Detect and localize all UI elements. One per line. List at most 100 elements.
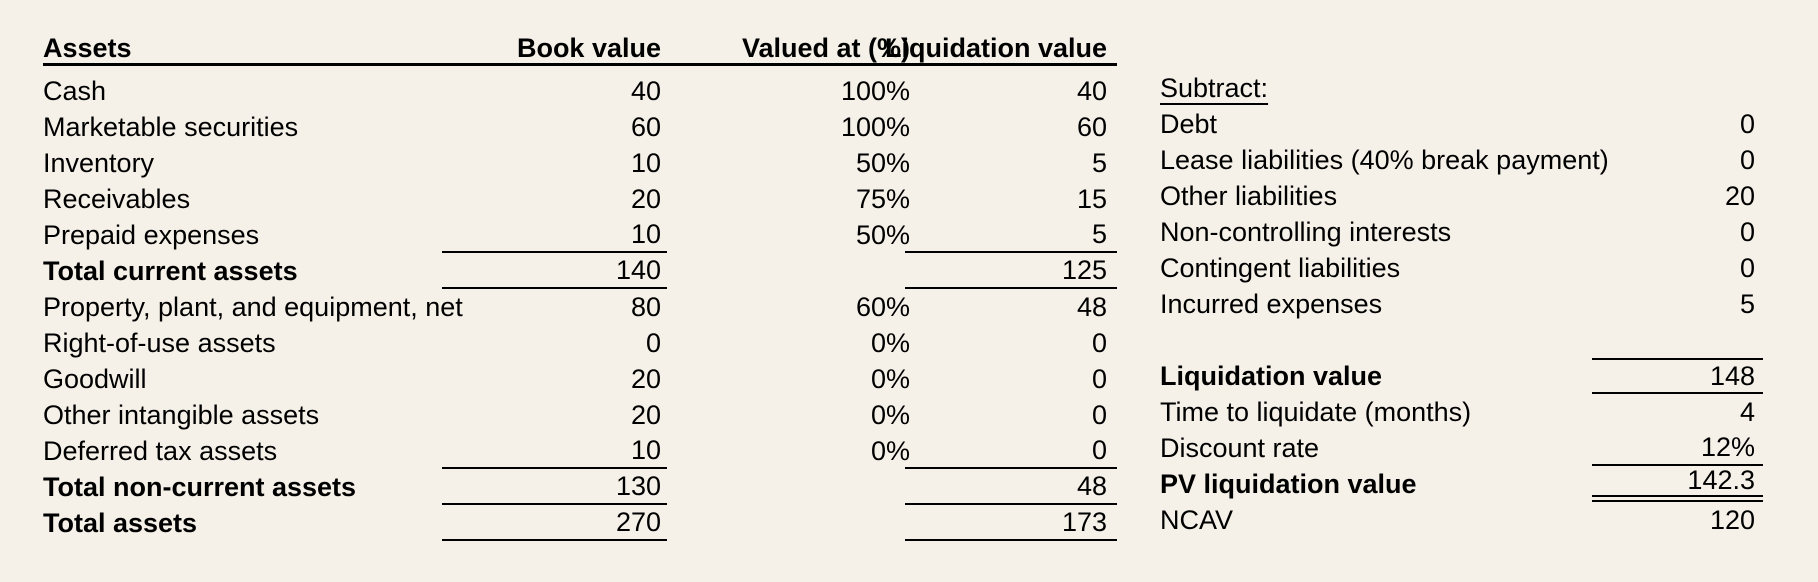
valued-at-cell: 75% bbox=[855, 183, 910, 214]
table-row: PV liquidation value 142.3 bbox=[1160, 465, 1766, 502]
liquidation-value-cell: 0 bbox=[1091, 363, 1107, 394]
table-row: Subtract: bbox=[1160, 70, 1766, 106]
row-label-cell: Inventory bbox=[43, 147, 155, 178]
table-row: Goodwill 20 0% 0 bbox=[43, 361, 1117, 397]
table-row: Time to liquidate (months) 4 bbox=[1160, 394, 1766, 430]
table-row: Other liabilities 20 bbox=[1160, 178, 1766, 214]
liquidation-value-cell: 173 bbox=[905, 505, 1117, 541]
table-row: Prepaid expenses 10 50% 5 bbox=[43, 217, 1117, 253]
table-row bbox=[1160, 322, 1766, 358]
row-label-cell: Other intangible assets bbox=[43, 399, 320, 430]
valued-at-cell bbox=[736, 469, 916, 505]
table-row: Lease liabilities (40% break payment) 0 bbox=[1160, 142, 1766, 178]
row-label-cell: Marketable securities bbox=[43, 111, 299, 142]
book-value-cell: 20 bbox=[630, 183, 661, 214]
book-value-cell: 20 bbox=[630, 363, 661, 394]
row-label-cell: Property, plant, and equipment, net bbox=[43, 291, 463, 322]
table-row: Incurred expenses 5 bbox=[1160, 286, 1766, 322]
table-row: Deferred tax assets 10 0% 0 bbox=[43, 433, 1117, 469]
book-value-cell: 10 bbox=[442, 433, 667, 469]
row-label-cell: Total non-current assets bbox=[43, 471, 357, 502]
valued-at-cell: 100% bbox=[840, 111, 910, 142]
liquidation-value-cell: 0 bbox=[1091, 399, 1107, 430]
value-cell: 12% bbox=[1592, 430, 1763, 466]
book-value-cell: 40 bbox=[630, 75, 661, 106]
table-row: Cash 40 100% 40 bbox=[43, 73, 1117, 109]
table-row: Debt 0 bbox=[1160, 106, 1766, 142]
liquidation-value-cell: 0 bbox=[905, 433, 1117, 469]
table-row: Inventory 10 50% 5 bbox=[43, 145, 1117, 181]
book-value-cell: 140 bbox=[442, 253, 667, 289]
value-cell: 0 bbox=[1739, 108, 1755, 139]
valued-at-cell: 50% bbox=[855, 219, 910, 250]
subtract-table: Subtract: Debt 0 Lease liabilities (40% … bbox=[1160, 70, 1766, 538]
table-row: Non-controlling interests 0 bbox=[1160, 214, 1766, 250]
table-row: Liquidation value 148 bbox=[1160, 358, 1766, 394]
row-label-cell: NCAV bbox=[1160, 504, 1234, 535]
value-cell: 0 bbox=[1739, 144, 1755, 175]
value-cell: 4 bbox=[1739, 396, 1755, 427]
book-value-cell: 130 bbox=[442, 469, 667, 505]
liquidation-value-cell: 0 bbox=[1091, 327, 1107, 358]
book-value-cell: 0 bbox=[645, 327, 661, 358]
valued-at-cell: 60% bbox=[855, 291, 910, 322]
valued-at-cell bbox=[736, 505, 916, 541]
liquidation-value-cell: 40 bbox=[1076, 75, 1107, 106]
book-value-cell: 10 bbox=[630, 147, 661, 178]
value-cell: 142.3 bbox=[1592, 465, 1763, 502]
book-value-cell: 20 bbox=[630, 399, 661, 430]
liquidation-value-cell: 48 bbox=[905, 469, 1117, 505]
row-label-cell: Receivables bbox=[43, 183, 191, 214]
table-row: NCAV 120 bbox=[1160, 502, 1766, 538]
row-label-cell: Non-controlling interests bbox=[1160, 216, 1452, 247]
valued-at-cell: 0% bbox=[870, 327, 910, 358]
table-row: Total current assets 140 125 bbox=[43, 253, 1117, 289]
row-label-cell: Time to liquidate (months) bbox=[1160, 396, 1472, 427]
table-row: Contingent liabilities 0 bbox=[1160, 250, 1766, 286]
liquidation-value-cell: 5 bbox=[905, 217, 1117, 253]
valued-at-cell: 0% bbox=[870, 363, 910, 394]
value-cell: 120 bbox=[1709, 504, 1755, 535]
assets-table-header-row: Assets Book value Valued at (%) Liquidat… bbox=[43, 33, 1117, 66]
table-row: Right-of-use assets 0 0% 0 bbox=[43, 325, 1117, 361]
row-label-cell: Subtract: bbox=[1160, 72, 1269, 103]
value-cell: 20 bbox=[1724, 180, 1755, 211]
table-row: Total assets 270 173 bbox=[43, 505, 1117, 541]
value-cell: 0 bbox=[1739, 252, 1755, 283]
row-label-cell: Other liabilities bbox=[1160, 180, 1338, 211]
row-label-cell: PV liquidation value bbox=[1160, 468, 1417, 499]
row-label-cell: Cash bbox=[43, 75, 107, 106]
row-label-cell: Debt bbox=[1160, 108, 1218, 139]
value-cell bbox=[1592, 70, 1763, 106]
row-label-cell: Right-of-use assets bbox=[43, 327, 276, 358]
valued-at-cell: 0% bbox=[870, 435, 910, 466]
table-row: Marketable securities 60 100% 60 bbox=[43, 109, 1117, 145]
row-label-cell bbox=[1160, 322, 1590, 358]
liquidation-value-cell: 125 bbox=[905, 253, 1117, 289]
valued-at-cell: 100% bbox=[840, 75, 910, 106]
table-row: Property, plant, and equipment, net 80 6… bbox=[43, 289, 1117, 325]
value-cell bbox=[1592, 322, 1763, 358]
table-row: Discount rate 12% bbox=[1160, 430, 1766, 466]
liquidation-value-cell: 15 bbox=[1076, 183, 1107, 214]
value-cell: 148 bbox=[1592, 358, 1763, 394]
row-label-cell: Liquidation value bbox=[1160, 360, 1383, 391]
value-cell: 0 bbox=[1739, 216, 1755, 247]
liquidation-value-cell: 60 bbox=[1076, 111, 1107, 142]
book-value-cell: 270 bbox=[442, 505, 667, 541]
table-row: Receivables 20 75% 15 bbox=[43, 181, 1117, 217]
assets-header-cell: Assets bbox=[43, 33, 132, 63]
liquidation-value-cell: 5 bbox=[1091, 147, 1107, 178]
value-cell: 5 bbox=[1739, 288, 1755, 319]
valued-at-cell bbox=[736, 253, 916, 289]
subtract-table-body: Subtract: Debt 0 Lease liabilities (40% … bbox=[1160, 70, 1766, 538]
valued-at-cell: 0% bbox=[870, 399, 910, 430]
liquidation-header-cell: Liquidation value bbox=[884, 33, 1107, 63]
row-label-cell: Total assets bbox=[43, 507, 198, 538]
assets-table: Assets Book value Valued at (%) Liquidat… bbox=[43, 33, 1117, 541]
table-row: Other intangible assets 20 0% 0 bbox=[43, 397, 1117, 433]
table-row: Total non-current assets 130 48 bbox=[43, 469, 1117, 505]
book-value-cell: 60 bbox=[630, 111, 661, 142]
assets-table-body: Cash 40 100% 40 Marketable securities 60… bbox=[43, 73, 1117, 541]
